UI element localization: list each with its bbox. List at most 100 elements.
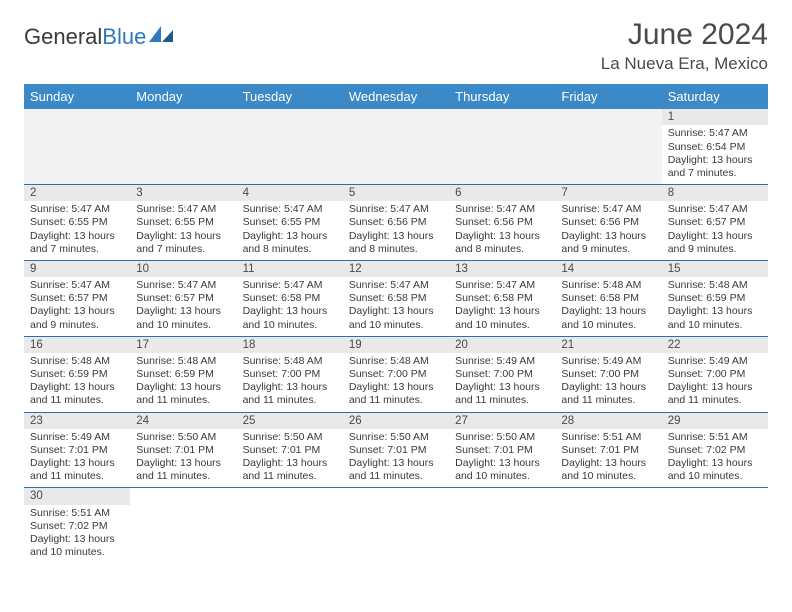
sunset-text: Sunset: 6:56 PM xyxy=(561,216,655,229)
day-number: 17 xyxy=(130,337,236,353)
sunrise-text: Sunrise: 5:48 AM xyxy=(349,355,443,368)
daylight-text: Daylight: 13 hours xyxy=(561,230,655,243)
sunset-text: Sunset: 6:57 PM xyxy=(30,292,124,305)
calendar-day-cell: 7Sunrise: 5:47 AMSunset: 6:56 PMDaylight… xyxy=(555,184,661,260)
sail-icon xyxy=(148,24,174,50)
sunrise-text: Sunrise: 5:51 AM xyxy=(668,431,762,444)
daylight-text: and 11 minutes. xyxy=(136,394,230,407)
sunset-text: Sunset: 6:58 PM xyxy=(455,292,549,305)
calendar-day-cell: 23Sunrise: 5:49 AMSunset: 7:01 PMDayligh… xyxy=(24,412,130,488)
sunset-text: Sunset: 7:01 PM xyxy=(349,444,443,457)
sunset-text: Sunset: 7:00 PM xyxy=(455,368,549,381)
calendar-table: SundayMondayTuesdayWednesdayThursdayFrid… xyxy=(24,84,768,563)
calendar-week-row: 9Sunrise: 5:47 AMSunset: 6:57 PMDaylight… xyxy=(24,260,768,336)
header: GeneralBlue June 2024 La Nueva Era, Mexi… xyxy=(24,18,768,74)
calendar-day-cell: 19Sunrise: 5:48 AMSunset: 7:00 PMDayligh… xyxy=(343,336,449,412)
sunset-text: Sunset: 6:55 PM xyxy=(136,216,230,229)
daylight-text: Daylight: 13 hours xyxy=(30,305,124,318)
sunrise-text: Sunrise: 5:47 AM xyxy=(30,279,124,292)
sunset-text: Sunset: 7:00 PM xyxy=(243,368,337,381)
calendar-day-cell: 3Sunrise: 5:47 AMSunset: 6:55 PMDaylight… xyxy=(130,184,236,260)
daylight-text: Daylight: 13 hours xyxy=(349,230,443,243)
sunset-text: Sunset: 6:58 PM xyxy=(349,292,443,305)
sunset-text: Sunset: 7:01 PM xyxy=(455,444,549,457)
calendar-day-cell: 29Sunrise: 5:51 AMSunset: 7:02 PMDayligh… xyxy=(662,412,768,488)
calendar-day-cell: 15Sunrise: 5:48 AMSunset: 6:59 PMDayligh… xyxy=(662,260,768,336)
location: La Nueva Era, Mexico xyxy=(601,54,768,74)
daylight-text: and 10 minutes. xyxy=(561,470,655,483)
day-number: 11 xyxy=(237,261,343,277)
daylight-text: and 11 minutes. xyxy=(561,394,655,407)
daylight-text: and 8 minutes. xyxy=(455,243,549,256)
daylight-text: and 10 minutes. xyxy=(30,546,124,559)
calendar-day-cell: 30Sunrise: 5:51 AMSunset: 7:02 PMDayligh… xyxy=(24,488,130,563)
daylight-text: and 10 minutes. xyxy=(561,319,655,332)
sunset-text: Sunset: 6:57 PM xyxy=(668,216,762,229)
daylight-text: and 10 minutes. xyxy=(668,319,762,332)
sunset-text: Sunset: 6:56 PM xyxy=(455,216,549,229)
daylight-text: Daylight: 13 hours xyxy=(243,230,337,243)
calendar-empty-cell xyxy=(24,109,130,184)
daylight-text: Daylight: 13 hours xyxy=(30,533,124,546)
daylight-text: Daylight: 13 hours xyxy=(668,457,762,470)
daylight-text: and 7 minutes. xyxy=(136,243,230,256)
day-number: 25 xyxy=(237,413,343,429)
calendar-empty-cell xyxy=(130,109,236,184)
daylight-text: and 9 minutes. xyxy=(30,319,124,332)
day-number: 14 xyxy=(555,261,661,277)
sunrise-text: Sunrise: 5:49 AM xyxy=(668,355,762,368)
day-number: 21 xyxy=(555,337,661,353)
sunrise-text: Sunrise: 5:50 AM xyxy=(136,431,230,444)
calendar-day-cell: 20Sunrise: 5:49 AMSunset: 7:00 PMDayligh… xyxy=(449,336,555,412)
brand-part2: Blue xyxy=(102,24,146,50)
calendar-day-cell: 9Sunrise: 5:47 AMSunset: 6:57 PMDaylight… xyxy=(24,260,130,336)
sunrise-text: Sunrise: 5:48 AM xyxy=(30,355,124,368)
daylight-text: and 9 minutes. xyxy=(668,243,762,256)
day-number: 5 xyxy=(343,185,449,201)
day-number: 7 xyxy=(555,185,661,201)
sunrise-text: Sunrise: 5:47 AM xyxy=(668,127,762,140)
daylight-text: and 11 minutes. xyxy=(455,394,549,407)
daylight-text: and 11 minutes. xyxy=(136,470,230,483)
daylight-text: Daylight: 13 hours xyxy=(349,305,443,318)
brand-logo: GeneralBlue xyxy=(24,24,174,50)
daylight-text: and 10 minutes. xyxy=(243,319,337,332)
weekday-header: Thursday xyxy=(449,84,555,109)
day-number: 6 xyxy=(449,185,555,201)
calendar-day-cell: 18Sunrise: 5:48 AMSunset: 7:00 PMDayligh… xyxy=(237,336,343,412)
daylight-text: Daylight: 13 hours xyxy=(30,381,124,394)
calendar-empty-cell xyxy=(449,488,555,563)
daylight-text: Daylight: 13 hours xyxy=(668,305,762,318)
sunset-text: Sunset: 7:00 PM xyxy=(561,368,655,381)
day-number: 10 xyxy=(130,261,236,277)
weekday-header: Friday xyxy=(555,84,661,109)
calendar-day-cell: 4Sunrise: 5:47 AMSunset: 6:55 PMDaylight… xyxy=(237,184,343,260)
day-number: 24 xyxy=(130,413,236,429)
daylight-text: Daylight: 13 hours xyxy=(349,457,443,470)
calendar-empty-cell xyxy=(662,488,768,563)
sunset-text: Sunset: 6:59 PM xyxy=(136,368,230,381)
daylight-text: Daylight: 13 hours xyxy=(30,457,124,470)
sunrise-text: Sunrise: 5:47 AM xyxy=(136,279,230,292)
sunrise-text: Sunrise: 5:47 AM xyxy=(136,203,230,216)
day-number: 27 xyxy=(449,413,555,429)
day-number: 22 xyxy=(662,337,768,353)
sunrise-text: Sunrise: 5:47 AM xyxy=(243,203,337,216)
daylight-text: and 11 minutes. xyxy=(30,394,124,407)
day-number: 15 xyxy=(662,261,768,277)
daylight-text: Daylight: 13 hours xyxy=(30,230,124,243)
sunset-text: Sunset: 7:02 PM xyxy=(30,520,124,533)
daylight-text: and 11 minutes. xyxy=(243,394,337,407)
calendar-week-row: 30Sunrise: 5:51 AMSunset: 7:02 PMDayligh… xyxy=(24,488,768,563)
sunrise-text: Sunrise: 5:47 AM xyxy=(30,203,124,216)
calendar-day-cell: 14Sunrise: 5:48 AMSunset: 6:58 PMDayligh… xyxy=(555,260,661,336)
sunset-text: Sunset: 7:01 PM xyxy=(30,444,124,457)
weekday-header: Tuesday xyxy=(237,84,343,109)
calendar-day-cell: 6Sunrise: 5:47 AMSunset: 6:56 PMDaylight… xyxy=(449,184,555,260)
day-number: 18 xyxy=(237,337,343,353)
daylight-text: and 10 minutes. xyxy=(136,319,230,332)
day-number: 13 xyxy=(449,261,555,277)
day-number: 12 xyxy=(343,261,449,277)
brand-part1: General xyxy=(24,24,102,50)
daylight-text: Daylight: 13 hours xyxy=(561,305,655,318)
